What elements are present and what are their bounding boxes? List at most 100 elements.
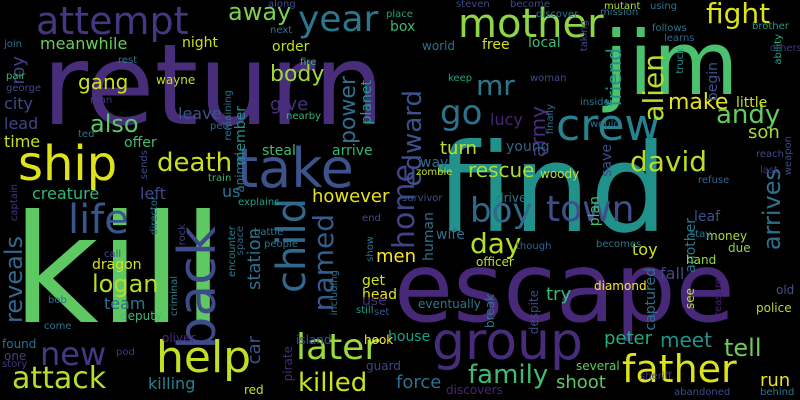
word: pod: [116, 347, 135, 358]
word: force: [396, 372, 442, 393]
word: sends: [139, 150, 150, 180]
word: human: [421, 212, 437, 261]
word: plan: [587, 196, 603, 227]
word: give: [270, 94, 309, 115]
word: dragon: [92, 257, 142, 273]
word: run: [760, 370, 791, 391]
word: death: [157, 148, 233, 178]
word: david: [630, 145, 708, 178]
word: life: [68, 197, 129, 243]
word: would: [590, 119, 620, 130]
word: others: [770, 43, 800, 54]
word: hook: [364, 333, 394, 347]
word: leave: [178, 104, 222, 123]
word: george: [6, 83, 42, 94]
word: attempt: [36, 0, 189, 43]
word: treasure: [713, 278, 724, 320]
word: train: [208, 173, 232, 184]
word: city: [4, 94, 33, 113]
word: break: [483, 294, 497, 328]
word: order: [272, 39, 310, 55]
word: gang: [78, 70, 129, 94]
word: learns: [664, 33, 695, 44]
word: left: [140, 184, 166, 203]
word: nearby: [286, 111, 321, 122]
word: rock: [177, 224, 188, 246]
word: planet: [359, 80, 375, 125]
word: son: [748, 122, 780, 143]
word: survivor: [402, 193, 443, 204]
word: ted: [78, 129, 95, 140]
word: fire: [300, 57, 317, 68]
word: year: [298, 0, 379, 40]
word: steal: [262, 143, 296, 159]
word: though: [516, 241, 552, 252]
word: wife: [436, 227, 465, 243]
word: world: [422, 39, 456, 53]
word: leaf: [694, 209, 721, 225]
word: day: [470, 227, 522, 260]
word: sheriff: [640, 371, 672, 382]
word: fight: [706, 0, 771, 30]
word: shoot: [556, 372, 606, 393]
word: meanwhile: [40, 34, 128, 53]
word: red: [244, 383, 264, 397]
word: kill: [12, 184, 224, 358]
word: lead: [4, 114, 39, 133]
word: body: [270, 62, 325, 87]
word: police: [756, 301, 792, 315]
word: along: [268, 0, 296, 10]
word: reach: [756, 149, 785, 160]
word: creature: [32, 184, 100, 203]
word: people: [264, 239, 298, 250]
word: place: [386, 9, 413, 20]
word: come: [44, 321, 72, 332]
word: using: [650, 1, 678, 12]
word: animal: [233, 152, 247, 193]
word: lucy: [490, 110, 523, 129]
word: family: [468, 360, 549, 390]
word: battle: [254, 227, 284, 238]
word: man: [90, 95, 113, 106]
word: steven: [456, 0, 490, 10]
word: criminal: [169, 276, 180, 317]
word: due: [728, 241, 751, 255]
word: try: [546, 284, 572, 305]
word: refuse: [698, 175, 730, 186]
word: despite: [527, 290, 541, 335]
word: set: [374, 307, 390, 318]
word: offer: [124, 135, 157, 151]
word: mr: [476, 69, 515, 102]
word: zombie: [416, 167, 453, 178]
word: next: [270, 25, 293, 36]
word: jim: [604, 12, 739, 115]
word: hand: [686, 253, 717, 267]
word: crew: [556, 100, 661, 151]
word: return: [42, 21, 385, 151]
word: night: [182, 35, 219, 51]
word: toy: [632, 240, 658, 259]
word: power: [336, 76, 361, 144]
word: guard: [366, 359, 401, 373]
word: boy: [470, 191, 533, 231]
word: pirate: [281, 346, 295, 382]
word: drive: [496, 191, 527, 205]
word: turn: [440, 138, 477, 159]
word: eventually: [418, 297, 481, 311]
word: officer: [476, 255, 514, 269]
word: bob: [48, 295, 67, 306]
word: deputy: [120, 309, 163, 323]
word: follows: [652, 23, 687, 34]
word: attack: [12, 361, 107, 396]
word: including: [329, 270, 340, 316]
word: fall: [660, 264, 685, 283]
word: town: [546, 189, 635, 230]
word: mission: [600, 7, 639, 18]
word: help: [156, 332, 252, 383]
word: old: [776, 283, 795, 297]
word: box: [390, 19, 416, 35]
word: killed: [298, 368, 368, 398]
word: still: [356, 305, 374, 316]
word: wayne: [156, 73, 196, 87]
word: diamond: [594, 279, 647, 293]
